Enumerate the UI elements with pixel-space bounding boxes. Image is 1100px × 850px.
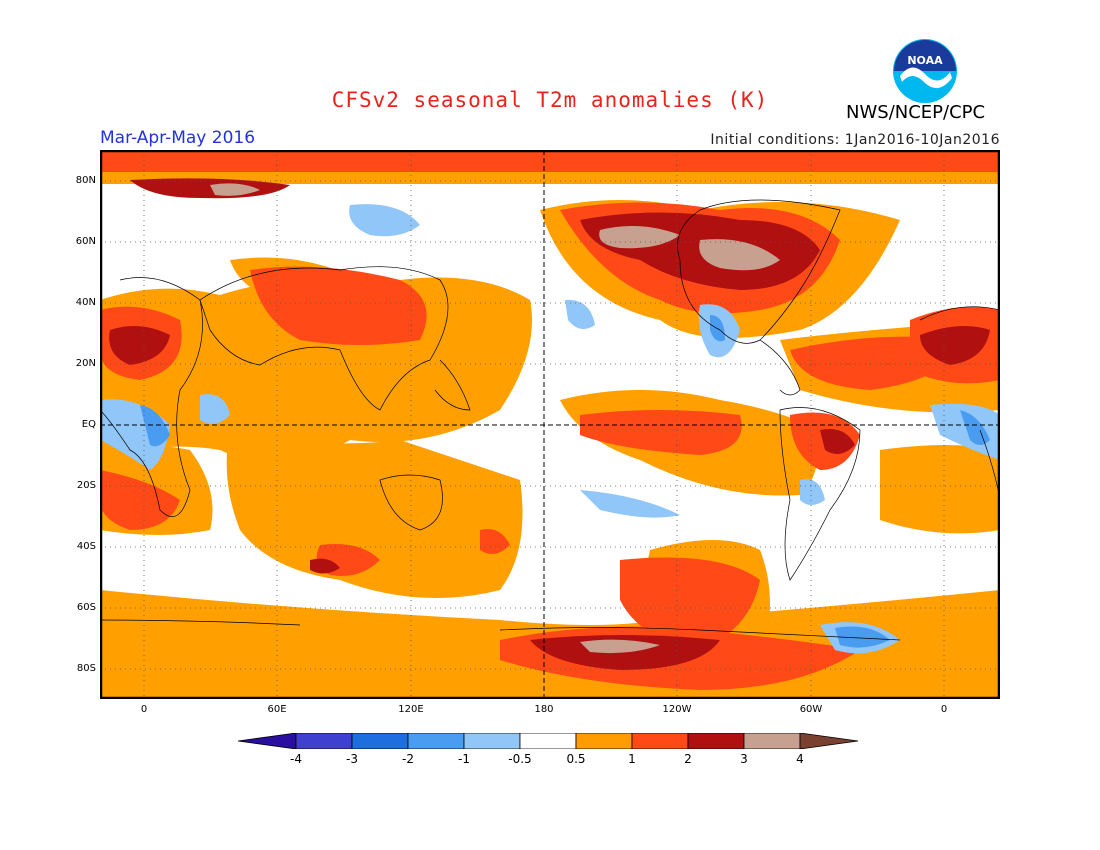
agency-label: NWS/NCEP/CPC	[846, 102, 986, 123]
colorbar-extend-high	[799, 733, 859, 749]
initial-conditions: Initial conditions: 1Jan2016-10Jan2016	[710, 132, 1000, 148]
map-frame	[100, 150, 1000, 699]
lat-label-60n: 60N	[75, 236, 96, 247]
colorbar-box	[743, 733, 801, 749]
anomaly-map	[100, 150, 1000, 699]
lat-label-20s: 20S	[76, 480, 96, 491]
colorbar-tick-label: 4	[796, 752, 804, 766]
graticule	[100, 150, 1000, 699]
lon-label-180: 180	[534, 704, 554, 715]
colorbar-box	[631, 733, 689, 749]
lat-label-eq: EQ	[81, 419, 96, 430]
colorbar-box	[687, 733, 745, 749]
colorbar-tick-label: -0.5	[508, 752, 532, 766]
colorbar-box	[407, 733, 465, 749]
colorbar-tick-label: 0.5	[566, 752, 586, 766]
lat-label-60s: 60S	[76, 602, 96, 613]
lat-label-80s: 80S	[76, 663, 96, 674]
colorbar-tick-label: 3	[740, 752, 748, 766]
colorbar-box	[575, 733, 633, 749]
colorbar-tick-label: -2	[402, 752, 414, 766]
lon-label-0: 0	[140, 704, 148, 715]
lon-label-120e: 120E	[398, 704, 424, 715]
lat-label-40s: 40S	[76, 541, 96, 552]
lon-label-60e: 60E	[267, 704, 287, 715]
anomaly-layer-3-4	[210, 183, 780, 654]
lon-label-0-east: 0	[940, 704, 948, 715]
colorbar-box	[463, 733, 521, 749]
colorbar	[238, 733, 859, 749]
lat-label-80n: 80N	[75, 175, 96, 186]
lon-label-120w: 120W	[662, 704, 692, 715]
noaa-logo-text: NOAA	[907, 54, 943, 67]
lon-label-60w: 60W	[799, 704, 823, 715]
colorbar-box	[295, 733, 353, 749]
forecast-period: Mar-Apr-May 2016	[100, 128, 256, 148]
colorbar-box	[351, 733, 409, 749]
coastlines	[100, 199, 1000, 641]
colorbar-tick-label: -3	[346, 752, 358, 766]
colorbar-tick-label: 1	[628, 752, 636, 766]
lat-label-20n: 20N	[75, 358, 96, 369]
lat-label-40n: 40N	[75, 297, 96, 308]
colorbar-box	[519, 733, 577, 749]
colorbar-tick-label: -1	[458, 752, 470, 766]
colorbar-tick-label: -4	[290, 752, 302, 766]
colorbar-tick-label: 2	[684, 752, 692, 766]
map-title: CFSv2 seasonal T2m anomalies (K)	[331, 88, 769, 112]
noaa-logo: NOAA	[893, 39, 957, 103]
equator-dateline	[100, 150, 1000, 699]
colorbar-extend-low	[238, 733, 297, 749]
